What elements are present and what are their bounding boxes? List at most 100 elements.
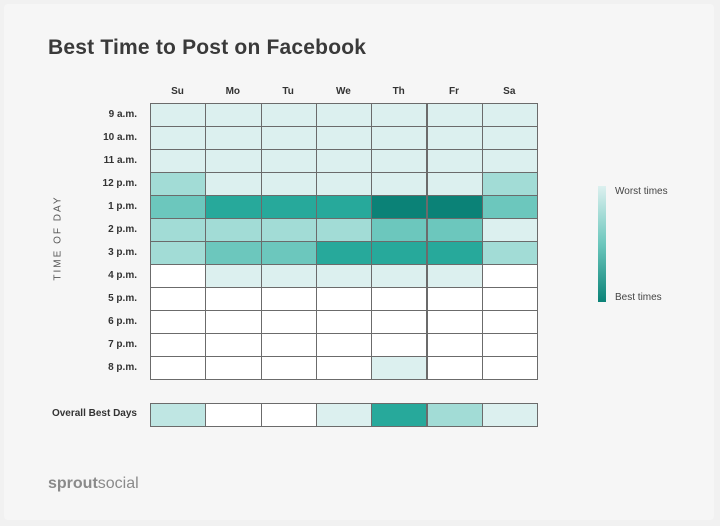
heatmap-cell xyxy=(426,287,483,311)
heatmap-cell xyxy=(426,333,483,357)
row-label: 7 p.m. xyxy=(108,339,137,350)
legend-worst-label: Worst times xyxy=(615,186,668,197)
heatmap-cell xyxy=(371,310,428,334)
row-label: 12 p.m. xyxy=(102,178,137,189)
legend-color-scale xyxy=(598,186,606,302)
heatmap-cell xyxy=(205,287,262,311)
heatmap-cell xyxy=(426,103,483,127)
heatmap-cell xyxy=(315,310,373,334)
heatmap-cell xyxy=(481,333,539,357)
heatmap-cell xyxy=(150,126,207,150)
row-label: 8 p.m. xyxy=(108,362,137,373)
heatmap-cell xyxy=(371,218,428,242)
heatmap-cell xyxy=(315,287,373,311)
overall-best-days-label: Overall Best Days xyxy=(51,408,137,419)
heatmap-cell xyxy=(205,149,262,173)
heatmap-cell xyxy=(371,356,428,380)
heatmap-cell xyxy=(371,149,428,173)
heatmap-cell xyxy=(371,264,428,288)
heatmap-cell xyxy=(426,149,483,173)
column-header-sa: Sa xyxy=(503,86,516,97)
row-label: 9 a.m. xyxy=(108,109,137,120)
heatmap-cell xyxy=(315,103,373,127)
heatmap-cell xyxy=(315,241,373,265)
overall-cell xyxy=(150,403,207,427)
overall-cell xyxy=(205,403,262,427)
heatmap-cell xyxy=(260,264,317,288)
heatmap-cell xyxy=(150,333,207,357)
heatmap-cell xyxy=(150,241,207,265)
heatmap-cell xyxy=(150,218,207,242)
heatmap-cell xyxy=(315,126,373,150)
heatmap-cell xyxy=(315,149,373,173)
heatmap-cell xyxy=(260,310,317,334)
heatmap-cell xyxy=(426,264,483,288)
heatmap-cell xyxy=(260,195,317,219)
heatmap-cell xyxy=(426,195,483,219)
column-header-we: We xyxy=(335,86,351,97)
heatmap-cell xyxy=(205,172,262,196)
heatmap-cell xyxy=(371,126,428,150)
column-header-tu: Tu xyxy=(282,86,294,97)
heatmap-cell xyxy=(481,310,539,334)
heatmap-cell xyxy=(481,126,539,150)
y-axis-title: TIME OF DAY xyxy=(52,195,64,281)
heatmap-cell xyxy=(205,310,262,334)
heatmap-cell xyxy=(426,241,483,265)
heatmap-cell xyxy=(426,218,483,242)
overall-cell xyxy=(371,403,428,427)
heatmap-cell xyxy=(205,356,262,380)
column-header-su: Su xyxy=(171,86,184,97)
heatmap-cell xyxy=(260,103,317,127)
row-label: 4 p.m. xyxy=(108,270,137,281)
column-header-th: Th xyxy=(392,86,405,97)
heatmap-cell xyxy=(481,264,539,288)
heatmap-cell xyxy=(371,195,428,219)
row-label: 3 p.m. xyxy=(108,247,137,258)
heatmap-cell xyxy=(260,287,317,311)
heatmap-cell xyxy=(315,172,373,196)
heatmap-cell xyxy=(260,333,317,357)
heatmap-cell xyxy=(205,241,262,265)
heatmap-cell xyxy=(260,356,317,380)
heatmap-cell xyxy=(150,172,207,196)
sprout-social-logo: sproutsocial xyxy=(48,475,139,492)
heatmap-cell xyxy=(426,310,483,334)
heatmap-cell xyxy=(481,149,539,173)
overall-cell xyxy=(260,403,317,427)
heatmap-cell xyxy=(205,126,262,150)
heatmap-cell xyxy=(260,241,317,265)
heatmap-cell xyxy=(150,195,207,219)
heatmap-cell xyxy=(481,241,539,265)
heatmap-cell xyxy=(426,172,483,196)
heatmap-cell xyxy=(260,126,317,150)
row-label: 2 p.m. xyxy=(108,224,137,235)
heatmap-cell xyxy=(371,287,428,311)
heatmap-cell xyxy=(150,356,207,380)
row-label: 1 p.m. xyxy=(108,201,137,212)
overall-cell xyxy=(426,403,483,427)
heatmap-cell xyxy=(481,218,539,242)
heatmap-cell xyxy=(150,310,207,334)
heatmap-cell xyxy=(260,218,317,242)
column-header-fr: Fr xyxy=(449,86,459,97)
heatmap-cell xyxy=(371,103,428,127)
overall-cell xyxy=(315,403,373,427)
chart-title: Best Time to Post on Facebook xyxy=(48,36,367,59)
heatmap-cell xyxy=(315,264,373,288)
heatmap-cell xyxy=(205,195,262,219)
legend-best-label: Best times xyxy=(615,292,662,303)
heatmap-cell xyxy=(205,218,262,242)
heatmap-cell xyxy=(371,241,428,265)
row-label: 5 p.m. xyxy=(108,293,137,304)
row-label: 11 a.m. xyxy=(103,155,137,166)
row-label: 10 a.m. xyxy=(103,132,137,143)
heatmap-cell xyxy=(481,287,539,311)
heatmap-cell xyxy=(315,356,373,380)
heatmap-cell xyxy=(260,172,317,196)
heatmap-cell xyxy=(260,149,317,173)
column-header-mo: Mo xyxy=(225,86,241,97)
heatmap-cell xyxy=(481,356,539,380)
heatmap-cell xyxy=(205,103,262,127)
heatmap-cell xyxy=(315,218,373,242)
